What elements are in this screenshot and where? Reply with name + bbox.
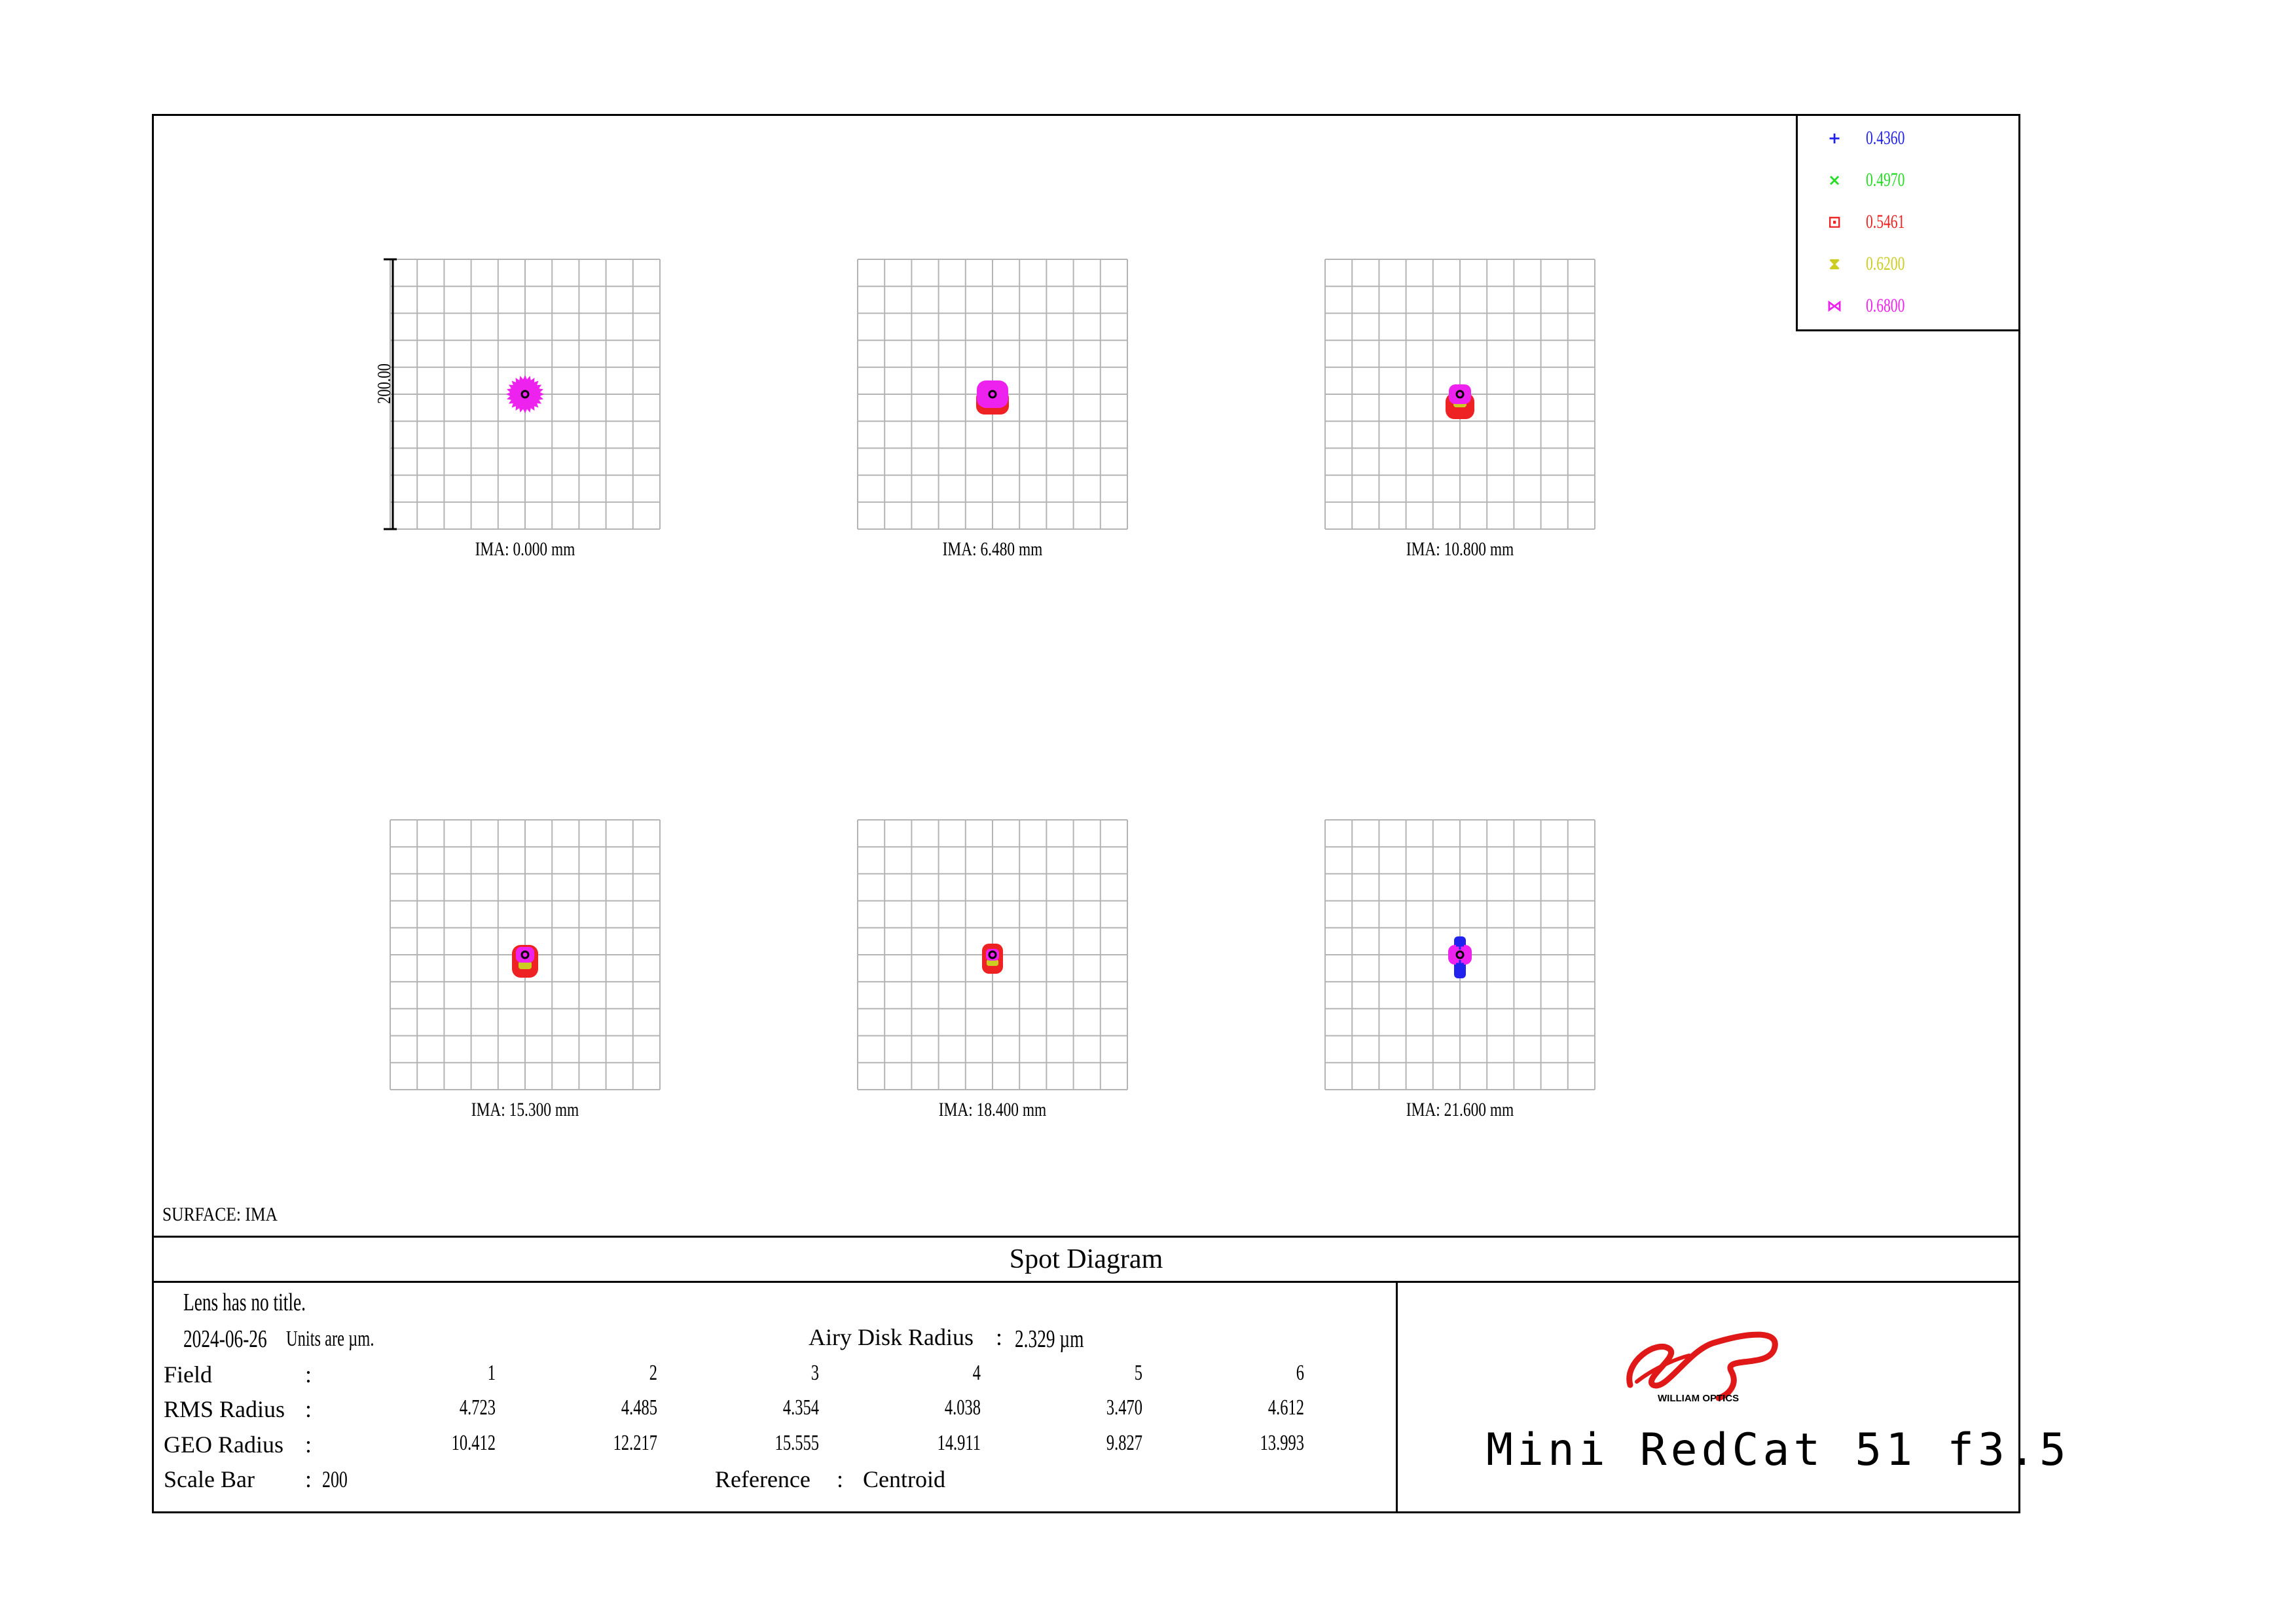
field-label-5: IMA: 18.400 mm [938, 1099, 1047, 1120]
william-optics-logo: WILLIAM OPTICS [1626, 1331, 1778, 1404]
rms-values-5: 3.470 [1106, 1395, 1142, 1420]
scale-label: Scale Bar [164, 1466, 255, 1492]
scale-bar-label: 200.00 [374, 363, 395, 404]
legend-label: 0.5461 [1866, 211, 1905, 232]
geo-values-1: 10.412 [451, 1431, 496, 1455]
airy-label: Airy Disk Radius [809, 1324, 974, 1350]
field-colon: : [305, 1361, 312, 1388]
divider-title-top [152, 1236, 2020, 1238]
plot-frame [152, 114, 2020, 1513]
divider-title-bottom [152, 1281, 2020, 1283]
logo-text: WILLIAM OPTICS [1658, 1393, 1739, 1404]
units: Units are µm. [286, 1327, 374, 1351]
geo-values-2: 12.217 [613, 1431, 657, 1455]
field-label-6: IMA: 21.600 mm [1406, 1099, 1514, 1120]
field-label: Field [164, 1361, 213, 1388]
geo-values-3: 15.555 [774, 1431, 819, 1455]
legend-marker-icon: + [1827, 129, 1842, 147]
divider-info-brand [1396, 1281, 1398, 1513]
geo-values-6: 13.993 [1260, 1431, 1304, 1455]
field-numbers-3: 3 [811, 1361, 819, 1385]
legend-marker-icon: × [1827, 171, 1842, 189]
scale-colon: : [305, 1466, 312, 1492]
reference-value: Centroid [863, 1466, 945, 1492]
plot-title: Spot Diagram [1009, 1244, 1163, 1274]
legend-box [1796, 114, 2020, 331]
legend-item-5: ⋈ 0.6800 [1827, 289, 1920, 322]
field-numbers-5: 5 [1134, 1361, 1142, 1385]
lens-title: Lens has no title. [183, 1289, 306, 1316]
product-title: Mini RedCat 51 f3.5 [1486, 1424, 2070, 1476]
geo-colon: : [305, 1431, 312, 1458]
geo-values-4: 14.911 [937, 1431, 981, 1455]
rms-values-3: 4.354 [782, 1395, 819, 1420]
legend-item-4: ⧗ 0.6200 [1827, 248, 1920, 280]
legend-marker-icon: ⧗ [1829, 255, 1840, 273]
legend-label: 0.6800 [1866, 295, 1905, 316]
legend-item-3: ⊡ 0.5461 [1827, 206, 1920, 238]
rms-values-2: 4.485 [621, 1395, 657, 1420]
legend-marker-icon: ⋈ [1827, 297, 1842, 315]
field-numbers-1: 1 [487, 1361, 496, 1385]
field-label-1: IMA: 0.000 mm [475, 538, 575, 560]
legend-item-2: × 0.4970 [1827, 164, 1920, 196]
rms-label: RMS Radius [164, 1396, 285, 1422]
field-numbers-2: 2 [649, 1361, 657, 1385]
field-numbers-6: 6 [1296, 1361, 1304, 1385]
rms-values-4: 4.038 [944, 1395, 981, 1420]
scale-value: 200 [322, 1466, 348, 1492]
geo-label: GEO Radius [164, 1431, 283, 1458]
geo-values-5: 9.827 [1106, 1431, 1142, 1455]
reference-label: Reference [715, 1466, 811, 1492]
field-label-3: IMA: 10.800 mm [1406, 538, 1514, 560]
rms-colon: : [305, 1396, 312, 1422]
airy-value: 2.329 µm [1015, 1325, 1084, 1353]
legend-label: 0.6200 [1866, 253, 1905, 274]
field-label-4: IMA: 15.300 mm [471, 1099, 579, 1120]
date: 2024-06-26 [183, 1325, 267, 1353]
surface-label: SURFACE: IMA [162, 1204, 278, 1225]
field-label-2: IMA: 6.480 mm [942, 538, 1043, 560]
rms-values-1: 4.723 [459, 1395, 496, 1420]
legend-label: 0.4360 [1866, 127, 1905, 149]
rms-values-6: 4.612 [1267, 1395, 1304, 1420]
legend-marker-icon: ⊡ [1827, 213, 1842, 231]
airy-sep: : [996, 1324, 1003, 1350]
legend-label: 0.4970 [1866, 169, 1905, 191]
legend-item-1: +0.4360 [1827, 122, 1920, 155]
reference-colon: : [837, 1466, 844, 1492]
field-numbers-4: 4 [972, 1361, 981, 1385]
